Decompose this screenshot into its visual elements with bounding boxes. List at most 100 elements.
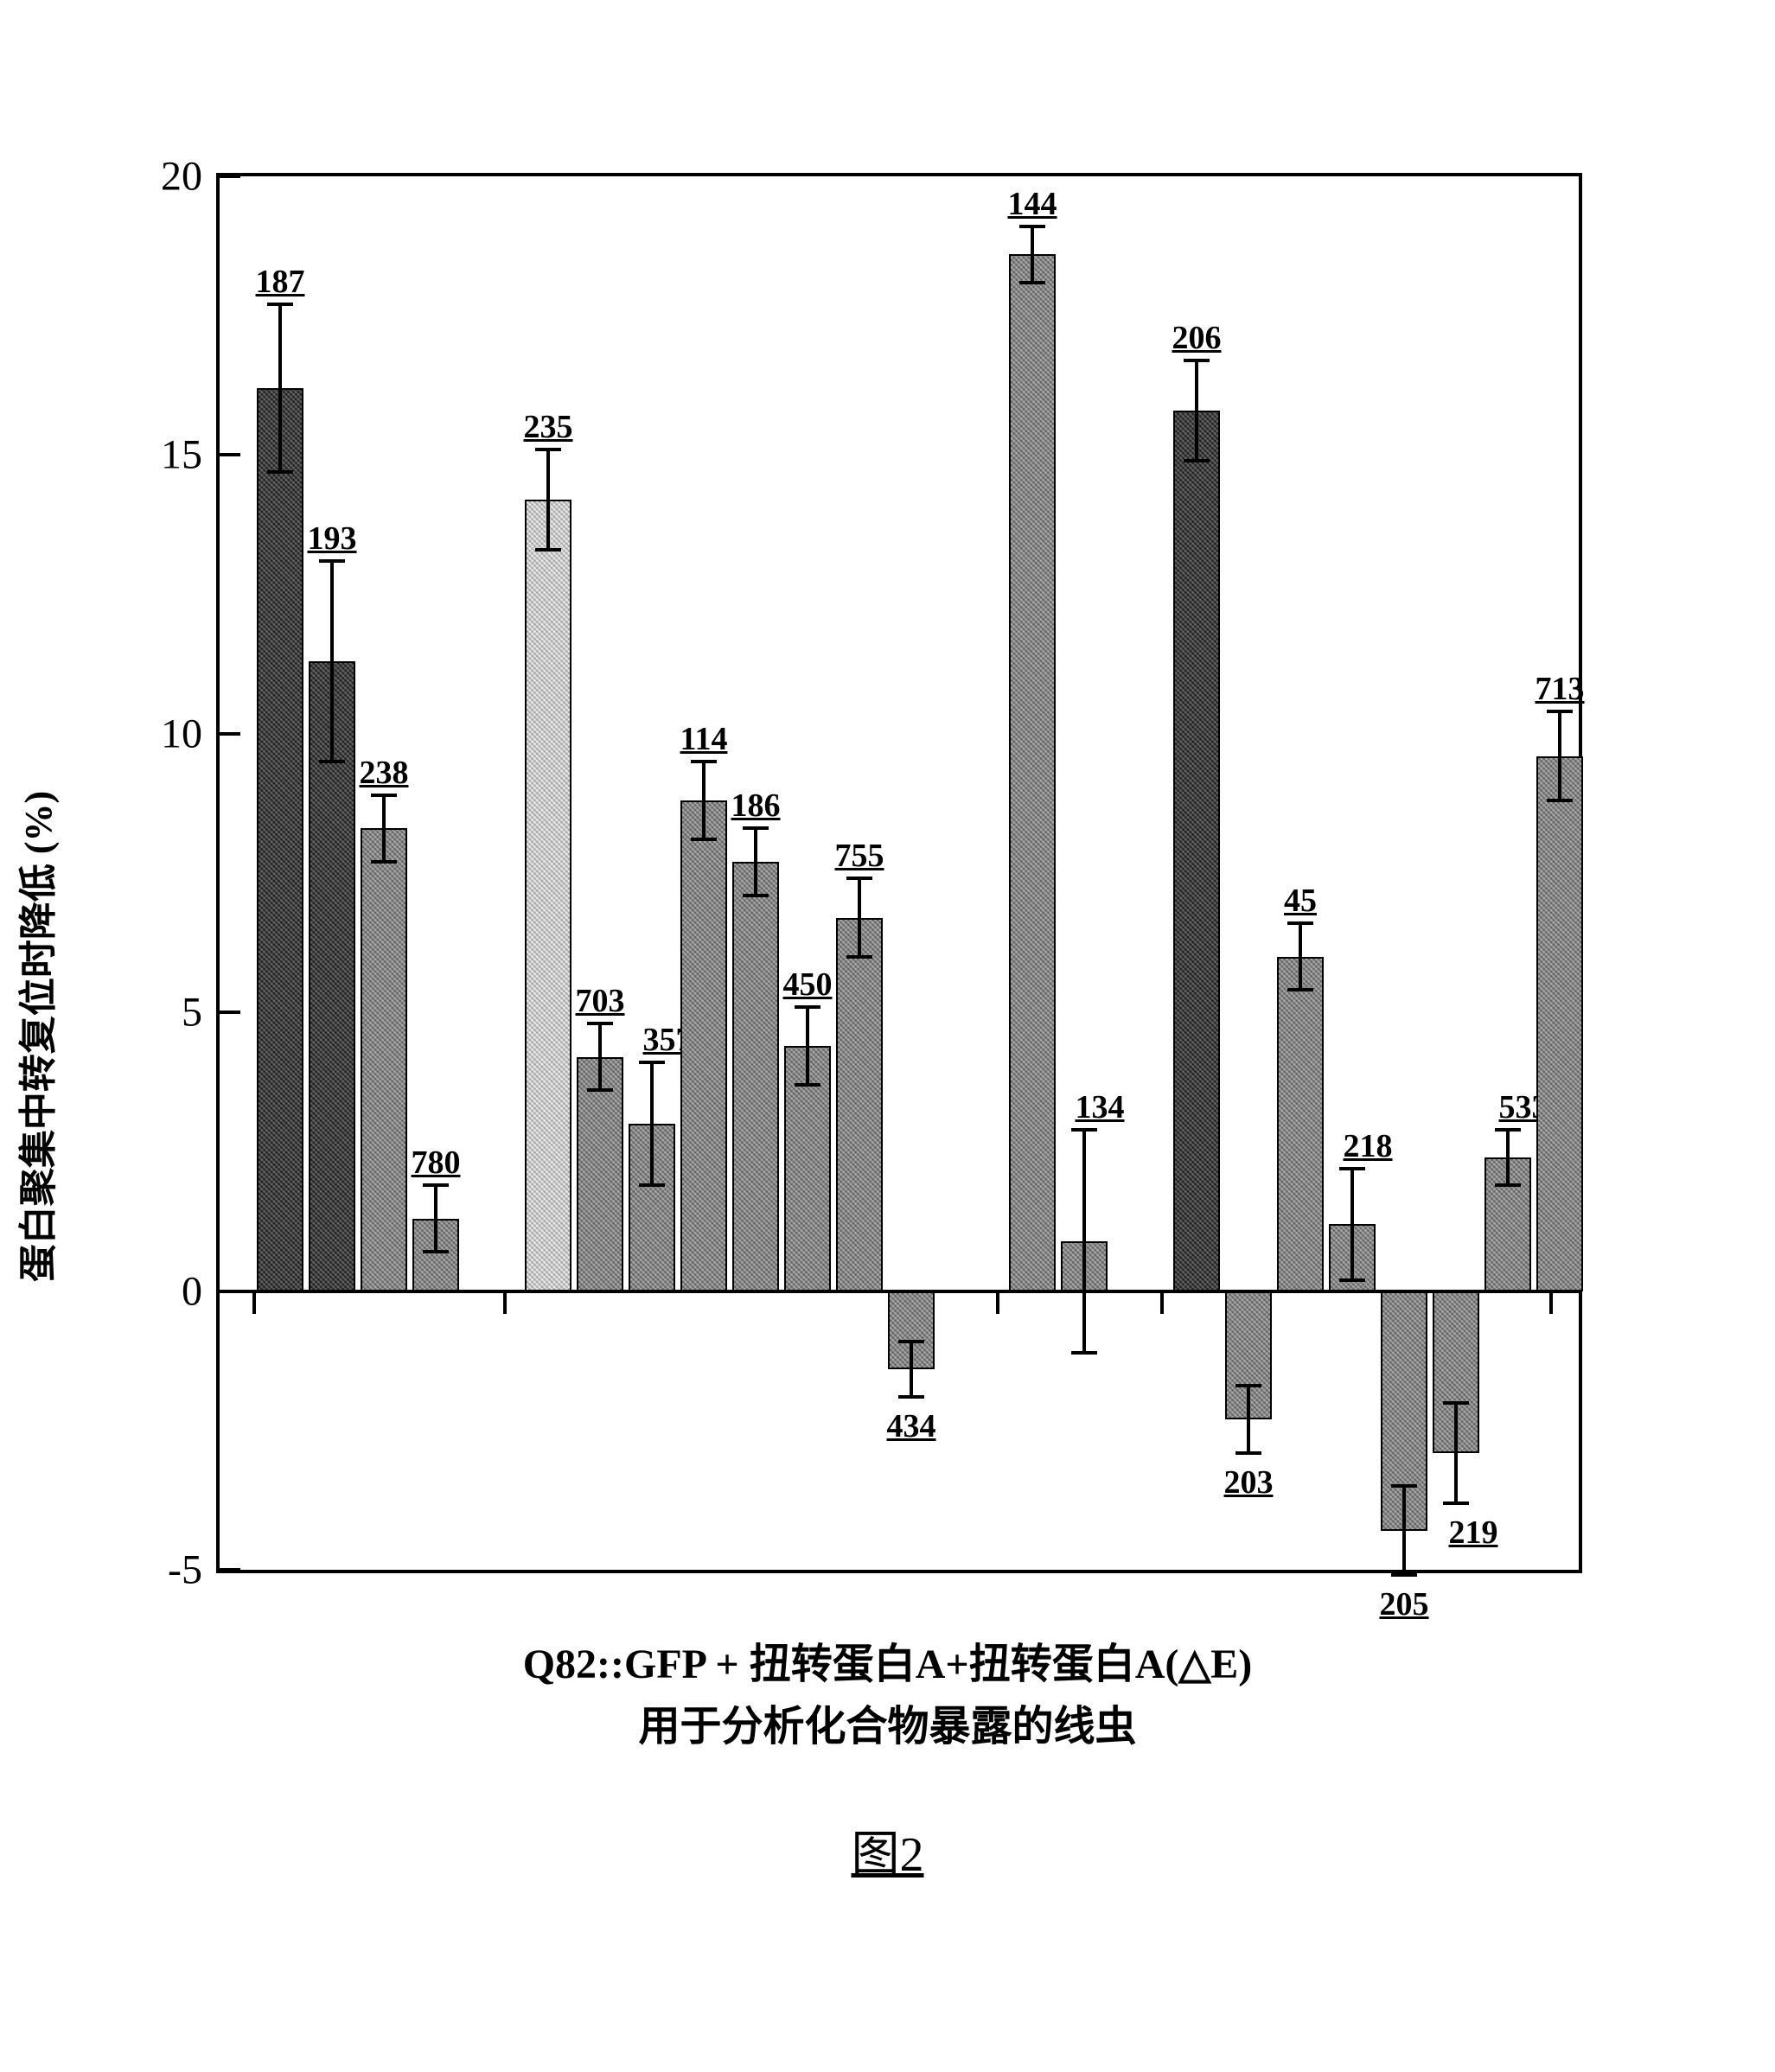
error-cap bbox=[267, 303, 293, 306]
x-tick-mark bbox=[996, 1291, 999, 1314]
y-tick-label: 20 bbox=[142, 153, 202, 201]
error-cap bbox=[795, 1083, 820, 1087]
error-bar bbox=[1082, 1130, 1086, 1353]
error-cap bbox=[691, 760, 717, 763]
y-tick-mark bbox=[216, 732, 240, 736]
error-bar bbox=[1247, 1386, 1250, 1452]
bar-value-label: 187 bbox=[256, 263, 305, 301]
error-cap bbox=[587, 1022, 613, 1025]
error-cap bbox=[1495, 1128, 1521, 1132]
bar-value-label: 203 bbox=[1224, 1463, 1274, 1501]
error-bar bbox=[1195, 360, 1198, 461]
error-cap bbox=[267, 470, 293, 474]
error-cap bbox=[371, 860, 397, 864]
bar-value-label: 450 bbox=[783, 966, 833, 1004]
y-tick-mark bbox=[216, 1010, 240, 1014]
error-cap bbox=[795, 1005, 820, 1009]
y-tick-label: 10 bbox=[142, 710, 202, 757]
error-bar bbox=[1558, 711, 1561, 800]
bar bbox=[257, 388, 303, 1291]
error-bar bbox=[650, 1062, 654, 1185]
y-tick-label: 5 bbox=[142, 989, 202, 1036]
error-cap bbox=[1547, 710, 1573, 713]
error-cap bbox=[1547, 799, 1573, 802]
error-bar bbox=[806, 1007, 809, 1085]
error-cap bbox=[846, 877, 872, 880]
bar-value-label: 144 bbox=[1008, 185, 1057, 223]
error-bar bbox=[1031, 226, 1034, 282]
bar bbox=[836, 918, 883, 1291]
bar-value-label: 218 bbox=[1344, 1127, 1393, 1165]
bar-value-label: 206 bbox=[1172, 319, 1222, 357]
caption-line-1: Q82::GFP + 扭转蛋白A+扭转蛋白A(△E) bbox=[523, 1642, 1253, 1687]
y-tick-label: 0 bbox=[142, 1267, 202, 1315]
error-cap bbox=[423, 1250, 449, 1253]
bar-value-label: 755 bbox=[835, 837, 884, 875]
error-cap bbox=[1235, 1451, 1261, 1455]
chart-plot-area: -505101520187193238780235703357114186450… bbox=[216, 173, 1582, 1573]
bar bbox=[1277, 957, 1324, 1291]
bar bbox=[1173, 411, 1220, 1291]
error-cap bbox=[1235, 1384, 1261, 1387]
x-tick-mark bbox=[503, 1291, 507, 1314]
error-bar bbox=[1350, 1169, 1354, 1280]
y-tick-label: -5 bbox=[142, 1546, 202, 1594]
error-bar bbox=[382, 795, 386, 862]
error-cap bbox=[319, 760, 345, 763]
error-cap bbox=[898, 1395, 924, 1399]
error-bar bbox=[910, 1342, 913, 1397]
error-cap bbox=[587, 1088, 613, 1092]
error-cap bbox=[1071, 1128, 1097, 1132]
error-cap bbox=[1071, 1351, 1097, 1355]
error-bar bbox=[434, 1185, 437, 1252]
y-axis-label: 蛋白聚集中转复位时降低 (%) bbox=[7, 790, 62, 1281]
error-cap bbox=[1019, 281, 1045, 284]
bar bbox=[525, 500, 571, 1291]
y-tick-mark bbox=[216, 453, 240, 456]
x-tick-mark bbox=[1160, 1291, 1164, 1314]
error-cap bbox=[1443, 1501, 1469, 1505]
y-tick-label: 15 bbox=[142, 431, 202, 479]
bar bbox=[361, 828, 407, 1291]
bar-value-label: 205 bbox=[1380, 1585, 1429, 1623]
error-cap bbox=[1287, 921, 1313, 925]
error-cap bbox=[1443, 1401, 1469, 1405]
bar-value-label: 193 bbox=[308, 520, 357, 558]
error-bar bbox=[278, 304, 282, 471]
error-cap bbox=[743, 826, 769, 830]
page: 蛋白聚集中转复位时降低 (%) -50510152018719323878023… bbox=[0, 0, 1775, 2072]
error-cap bbox=[1184, 459, 1210, 462]
error-cap bbox=[535, 448, 561, 451]
error-cap bbox=[898, 1340, 924, 1343]
error-bar bbox=[330, 561, 334, 762]
bar bbox=[1009, 254, 1056, 1291]
bar-value-label: 703 bbox=[576, 982, 625, 1020]
error-bar bbox=[1506, 1130, 1510, 1185]
error-cap bbox=[846, 955, 872, 959]
error-cap bbox=[1287, 988, 1313, 991]
error-bar bbox=[1454, 1403, 1458, 1503]
error-bar bbox=[598, 1023, 602, 1090]
bar-value-label: 238 bbox=[360, 754, 409, 792]
bar-value-label: 45 bbox=[1284, 882, 1317, 920]
error-cap bbox=[371, 794, 397, 797]
error-bar bbox=[1402, 1486, 1406, 1575]
error-cap bbox=[639, 1183, 665, 1187]
bar-value-label: 219 bbox=[1449, 1514, 1498, 1552]
error-cap bbox=[535, 548, 561, 551]
bar-value-label: 235 bbox=[524, 408, 573, 446]
error-bar bbox=[702, 762, 706, 839]
bar bbox=[1536, 756, 1583, 1291]
error-cap bbox=[1339, 1167, 1365, 1170]
bar-value-label: 114 bbox=[680, 720, 728, 758]
error-cap bbox=[743, 894, 769, 897]
error-cap bbox=[1391, 1573, 1417, 1577]
error-bar bbox=[546, 449, 550, 550]
error-cap bbox=[1339, 1278, 1365, 1282]
bar-value-label: 134 bbox=[1076, 1088, 1125, 1126]
error-cap bbox=[691, 838, 717, 841]
bar-value-label: 713 bbox=[1536, 670, 1585, 708]
error-cap bbox=[1184, 359, 1210, 362]
error-bar bbox=[1299, 923, 1302, 990]
error-cap bbox=[423, 1183, 449, 1187]
